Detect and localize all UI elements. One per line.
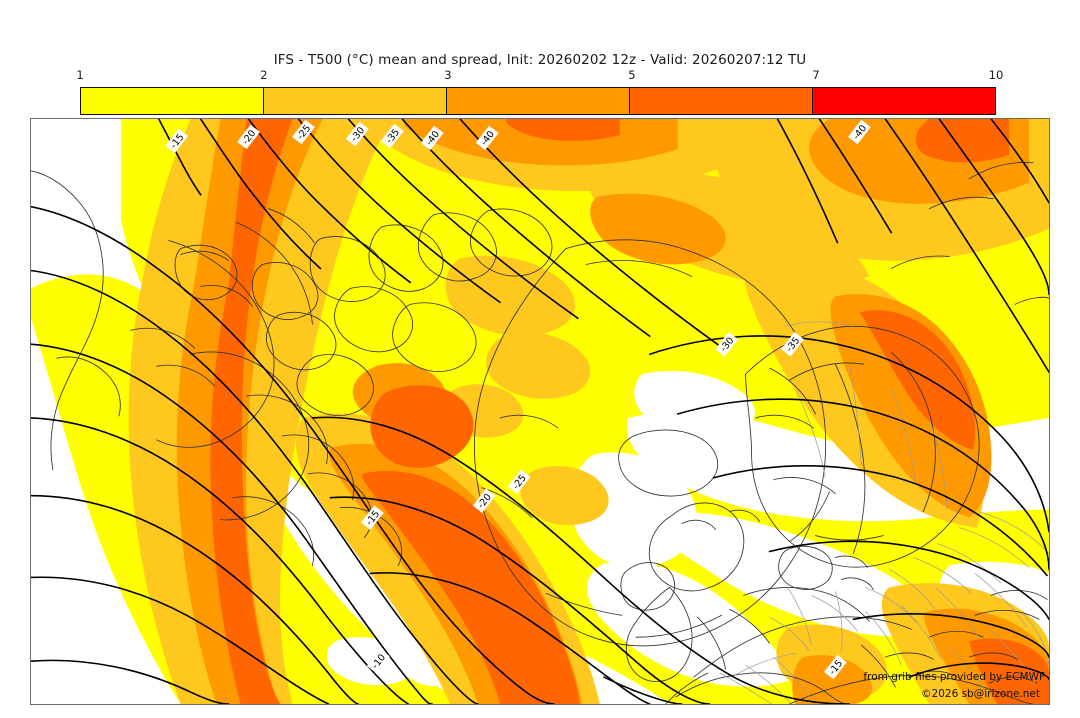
- page-title: IFS - T500 (°C) mean and spread, Init: 2…: [273, 52, 807, 68]
- colorbar-segment-2-3: [264, 88, 447, 114]
- copyright-credit: ©2026 sb@irizone.net: [921, 688, 1040, 700]
- colorbar-segment-7-10: [813, 88, 995, 114]
- colorbar-gradient: [80, 87, 996, 115]
- weather-map-svg: -15 -20 -25 -30 -35 -40 -40 -40-30 -35-15-20-25-…: [31, 119, 1049, 704]
- map-canvas[interactable]: -15 -20 -25 -30 -35 -40 -40 -40 -30 -35 -15 -20 -25-…: [30, 118, 1050, 705]
- colorbar-tick-2: 2: [260, 68, 268, 82]
- colorbar-segment-5-7: [630, 88, 813, 114]
- colorbar-segment-3-5: [447, 88, 630, 114]
- colorbar: 1 2 3 5 7 10: [76, 68, 1003, 115]
- data-source-credit: from grib files provided by ECMWF: [863, 671, 1045, 683]
- colorbar-segment-1-2: [81, 88, 264, 114]
- colorbar-tick-10: 10: [988, 68, 1004, 82]
- colorbar-tick-7: 7: [812, 68, 820, 82]
- colorbar-tick-1: 1: [76, 68, 84, 82]
- colorbar-tick-5: 5: [628, 68, 636, 82]
- colorbar-tick-3: 3: [444, 68, 452, 82]
